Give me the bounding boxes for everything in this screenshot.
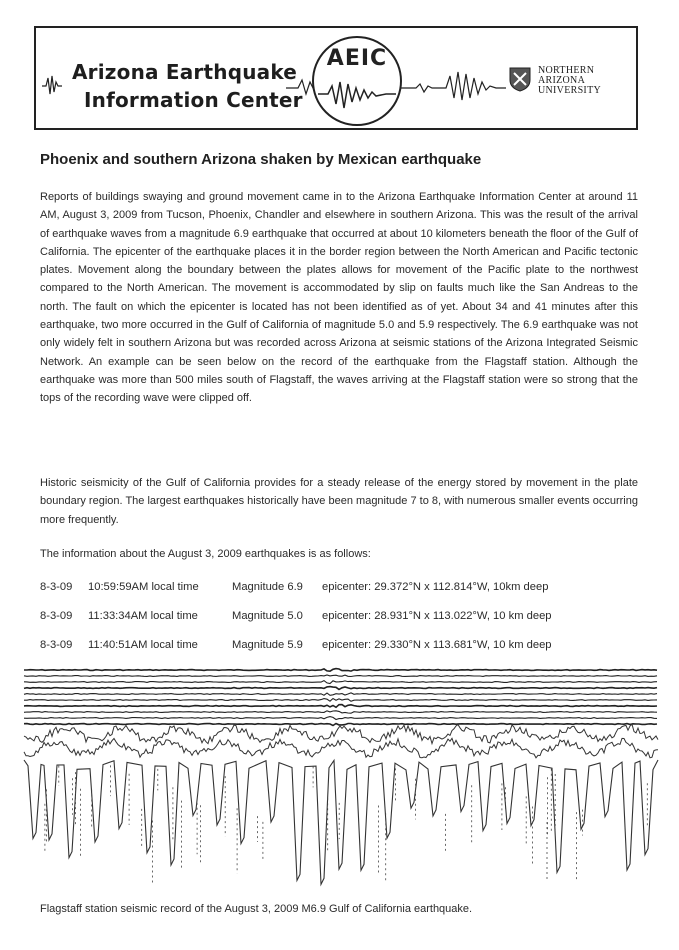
eq-epicenter: epicenter: 29.330°N x 113.681°W, 10 km d…	[322, 639, 552, 651]
eq-date: 8-3-09	[40, 581, 73, 593]
header-banner: AEIC NORTHERN ARIZONA UNIVERSITY Arizona…	[34, 26, 638, 130]
eq-date: 8-3-09	[40, 639, 73, 651]
eq-magnitude: Magnitude 5.0	[232, 610, 303, 622]
eq-magnitude: Magnitude 5.9	[232, 639, 303, 651]
eq-epicenter: epicenter: 29.372°N x 112.814°W, 10km de…	[322, 581, 549, 593]
org-name-line2: Information Center	[84, 88, 303, 112]
org-name-line1: Arizona Earthquake	[72, 60, 298, 84]
eq-time: 11:40:51AM local time	[88, 639, 198, 651]
eq-time: 10:59:59AM local time	[88, 581, 199, 593]
nau-emblem-icon	[509, 67, 531, 92]
flagstaff-seismogram-image	[23, 667, 659, 887]
logo-wave-icon	[318, 81, 396, 109]
nau-word-1: NORTHERN	[538, 65, 595, 76]
nau-word-2: ARIZONA	[538, 75, 586, 86]
aeic-logo-text: AEIC	[326, 46, 388, 71]
article-paragraph-2: Historic seismicity of the Gulf of Calif…	[40, 477, 638, 526]
figure-caption: Flagstaff station seismic record of the …	[40, 903, 473, 915]
article-paragraph-1: Reports of buildings swaying and ground …	[40, 191, 638, 405]
article-title: Phoenix and southern Arizona shaken by M…	[40, 151, 482, 168]
aeic-logo: AEIC	[312, 36, 402, 126]
article-paragraph-3: The information about the August 3, 2009…	[40, 548, 371, 560]
eq-magnitude: Magnitude 6.9	[232, 581, 303, 593]
nau-word-3: UNIVERSITY	[538, 85, 601, 96]
eq-time: 11:33:34AM local time	[88, 610, 198, 622]
eq-date: 8-3-09	[40, 610, 73, 622]
nau-wordmark: NORTHERN ARIZONA UNIVERSITY	[538, 66, 601, 96]
eq-epicenter: epicenter: 28.931°N x 113.022°W, 10 km d…	[322, 610, 552, 622]
